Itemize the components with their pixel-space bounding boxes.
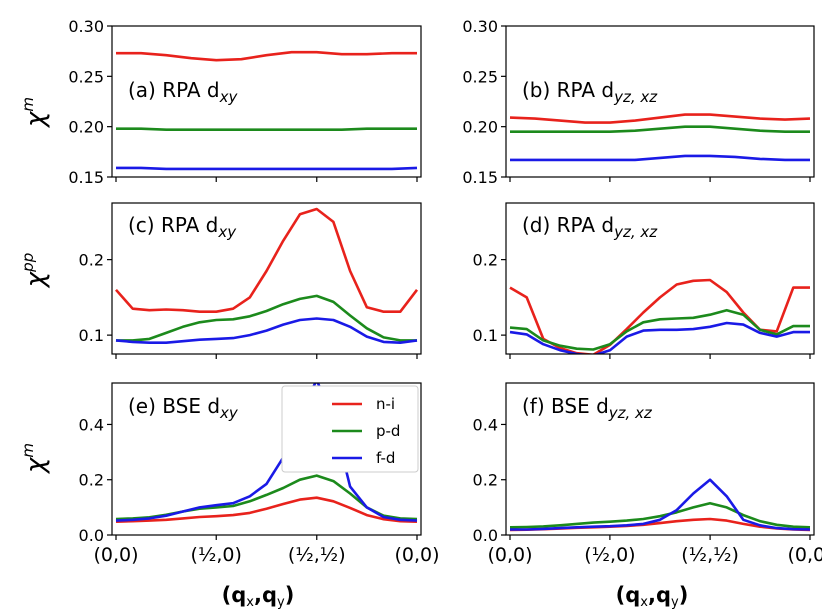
legend-label-f-d: f-d: [376, 449, 395, 467]
ytick-label-d: 0.2: [473, 251, 498, 270]
xtick-label-f: (½,0): [584, 544, 635, 566]
series-line-n-i-b: [509, 113, 811, 124]
ylabel-row1: χm: [19, 97, 51, 129]
xlabel-right-end: ): [679, 583, 689, 607]
ytick-label-e: 0.2: [79, 471, 104, 490]
panel-label-e: (e) BSE dxy: [128, 394, 239, 422]
panel-e: 0.0 0.2 0.4 (0,0) (½,0) (½,½) (0,0) (e) BSE dxy…: [79, 382, 440, 566]
ytick-label-b: 0.15: [462, 168, 498, 187]
panel-label-sub-e: xy: [219, 404, 239, 422]
panel-f: 0.0 0.2 0.4 (0,0) (½,0) (½,½) (0,0) (f) BSE dyz…: [473, 382, 822, 566]
ytick-label-c: 0.1: [79, 326, 104, 345]
series-line-f-d-b: [510, 154, 810, 162]
panel-label-sub-a: xy: [219, 88, 239, 106]
panel-b: 0.15 0.20 0.25 0.30 (b) RPA dyz, xz: [462, 17, 815, 187]
ytick-label-b: 0.30: [462, 17, 498, 36]
xtick-label-f: (½,½): [681, 544, 739, 566]
axes-frame-b: [505, 25, 815, 178]
legend: n-i p-d f-d: [281, 385, 419, 473]
panel-label-sub-c: xy: [217, 223, 237, 241]
ylabel-row2-sup: pp: [19, 253, 37, 273]
series-line-f-d-f: [510, 478, 811, 531]
xtick-label-e: (0,0): [394, 544, 439, 566]
ylabel-row3: χm: [19, 443, 51, 475]
xlabel-left-main: (q: [222, 583, 247, 607]
panels: 0.150.200.250.30(a) RPA dxy0.150.200.250…: [68, 17, 822, 566]
ylabel-row2: χpp: [19, 253, 51, 289]
series-line-f-d-c: [115, 317, 418, 345]
axes-frame-a: [111, 25, 422, 178]
ytick-label-a: 0.20: [68, 118, 104, 137]
panel-label-b: (b) RPA dyz, xz: [522, 78, 658, 106]
ytick-label-a: 0.15: [68, 168, 104, 187]
series-line-p-d-c: [116, 294, 417, 342]
xlabel-left-sub1: x: [246, 595, 254, 610]
xlabel-left: (qx,qy): [222, 583, 295, 610]
panel-label-main-c: (c) RPA d: [128, 213, 218, 237]
panel-label-main-f: (f) BSE d: [522, 394, 609, 418]
series-line-n-i-e: [115, 496, 418, 523]
xlabel-right-mid: ,q: [648, 583, 671, 607]
panel-label-main-b: (b) RPA d: [522, 78, 614, 102]
ytick-label-b: 0.25: [462, 67, 498, 86]
xtick-label-f: (0,0): [487, 544, 532, 566]
series-line-p-d-f: [509, 501, 811, 529]
ytick-label-a: 0.25: [68, 67, 104, 86]
xtick-label-e: (½,½): [288, 544, 346, 566]
xtick-label-f: (0,0): [787, 544, 822, 566]
series-line-f-d-d: [509, 321, 810, 354]
panel-d: 0.1 0.2 (d) RPA dyz, xz: [473, 202, 815, 359]
ytick-label-c: 0.2: [79, 251, 104, 270]
panel-label-f: (f) BSE dyz, xz: [522, 394, 653, 422]
ylabel-row2-main: χ: [21, 270, 51, 289]
axes-frame-c: [111, 202, 422, 355]
ylabel-row1-main: χ: [21, 110, 51, 129]
ytick-label-f: 0.4: [473, 415, 498, 434]
series-line-p-d-d: [509, 308, 810, 351]
panel-label-main-e: (e) BSE d: [128, 394, 220, 418]
axes-frame-f: [505, 382, 815, 536]
series-line-f-d-a: [116, 166, 418, 171]
ytick-label-a: 0.30: [68, 17, 104, 36]
ylabel-row3-sup: m: [19, 443, 37, 458]
panel-label-d: (d) RPA dyz, xz: [522, 213, 658, 241]
series-line-p-d-a: [116, 127, 417, 131]
series-line-n-i-c: [115, 207, 419, 314]
axes-frame-e: [111, 382, 422, 536]
ytick-label-d: 0.1: [473, 326, 498, 345]
panel-label-sub-f: yz, xz: [608, 404, 653, 422]
series-line-f-d-e: [115, 383, 418, 522]
panel-label-a: (a) RPA dxy: [128, 78, 239, 106]
series-line-n-i-a: [116, 50, 417, 62]
series-line-p-d-b: [510, 125, 810, 133]
ytick-label-e: 0.4: [79, 415, 104, 434]
xlabel-right: (qx,qy): [616, 583, 689, 610]
legend-label-p-d: p-d: [376, 422, 400, 440]
xtick-label-e: (0,0): [93, 544, 138, 566]
ytick-label-b: 0.20: [462, 118, 498, 137]
ytick-label-f: 0.2: [473, 471, 498, 490]
panel-a: 0.15 0.20 0.25 0.30 (a) RPA dxy: [68, 17, 422, 187]
ylabel-row1-sup: m: [19, 97, 37, 112]
panel-c: 0.1 0.2 (c) RPA dxy: [79, 202, 422, 359]
ylabel-row3-main: χ: [21, 456, 51, 475]
axes-frame-d: [505, 202, 815, 355]
panel-label-c: (c) RPA dxy: [128, 213, 237, 241]
legend-label-n-i: n-i: [376, 395, 395, 413]
panel-label-sub-d: yz, xz: [613, 223, 658, 241]
xtick-label-e: (½,0): [191, 544, 242, 566]
panel-label-sub-b: yz, xz: [613, 88, 658, 106]
xlabel-right-sub1: x: [640, 595, 648, 610]
xlabel-right-sub2: y: [671, 595, 679, 610]
legend-box: [281, 385, 419, 473]
ytick-label-f: 0.0: [473, 526, 498, 545]
xlabel-left-sub2: y: [277, 595, 285, 610]
panel-label-main-d: (d) RPA d: [522, 213, 614, 237]
xlabel-left-end: ): [285, 583, 295, 607]
panel-label-main-a: (a) RPA d: [128, 78, 220, 102]
ytick-label-e: 0.0: [79, 526, 104, 545]
xlabel-left-mid: ,q: [254, 583, 277, 607]
xlabel-right-main: (q: [616, 583, 641, 607]
